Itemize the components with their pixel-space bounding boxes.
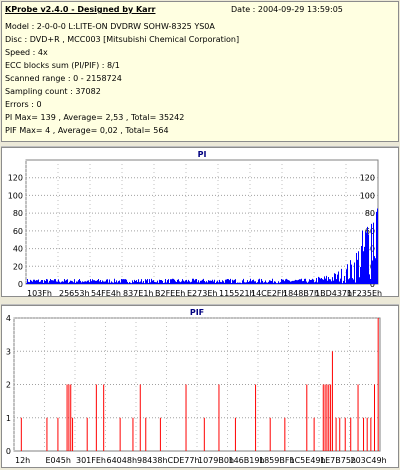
x-tick-label: E273Eh: [187, 289, 217, 296]
x-tick-label: 1C5E49h: [290, 456, 326, 465]
y-tick-label: 80: [13, 209, 23, 218]
divider: [1, 146, 399, 147]
x-tick-label: 837E1h: [123, 289, 153, 296]
app-title: KProbe v2.4.0 - Designed by Karr: [5, 5, 156, 14]
scan-date: Date : 2004-09-29 13:59:05: [231, 5, 343, 14]
y-tick-label: 2: [6, 381, 11, 390]
x-tick-label: 12h: [15, 456, 30, 465]
y-tick-label: 3: [6, 347, 11, 356]
x-tick-label: 1859BFh: [259, 456, 295, 465]
x-tick-label: 54FE4h: [91, 289, 121, 296]
x-tick-label: B2FEEh: [155, 289, 185, 296]
x-tick-label: 25653h: [59, 289, 90, 296]
info-scanned-range: Scanned range : 0 - 2158724: [5, 74, 122, 83]
info-model: Model : 2-0-0-0 L:LITE-ON DVDRW SOHW-832…: [5, 22, 215, 31]
info-disc: Disc : DVD+R , MCC003 [Mitsubishi Chemic…: [5, 35, 240, 44]
x-tick-label: 103Fh: [27, 289, 52, 296]
y-tick-label: 120: [8, 174, 23, 183]
y-tick-label: 0: [6, 447, 11, 456]
info-speed: Speed : 4x: [5, 48, 48, 57]
y-tick-label: 4: [6, 314, 11, 323]
x-tick-label: 1848B7h: [283, 289, 319, 296]
scan-info-panel: KProbe v2.4.0 - Designed by Karr Date : …: [1, 1, 399, 142]
info-sampling-count: Sampling count : 37082: [5, 87, 101, 96]
chart-title: PI: [198, 150, 207, 159]
y-tick-label: 60: [13, 227, 23, 236]
pif-series: [20, 318, 379, 451]
x-tick-label: 14CE2Fh: [251, 289, 287, 296]
x-tick-label: 1E7B75h: [320, 456, 356, 465]
x-tick-label: 301FEh: [76, 456, 106, 465]
y-tick-label-right: 60: [365, 227, 375, 236]
y-tick-label-right: 40: [365, 245, 375, 254]
y-tick-label: 100: [8, 191, 23, 200]
x-tick-label: 1079B0h: [198, 456, 234, 465]
y-tick-label: 0: [18, 280, 23, 289]
pi-series: [26, 208, 378, 284]
x-tick-label: 203C49h: [351, 456, 387, 465]
divider: [1, 304, 399, 305]
plot-area: [25, 159, 379, 285]
x-tick-label: 146B19h: [229, 456, 265, 465]
pi-chart: PI 0 0 20 20 40 40 60 60 80 80 100 100 120 120 103Fh 256…: [8, 150, 382, 298]
x-tick-label: 115521h: [219, 289, 255, 296]
y-tick-label-right: 120: [360, 174, 375, 183]
pi-chart-panel: PI 0 0 20 20 40 40 60 60 80 80 100 100 120 120 103Fh 256…: [1, 147, 399, 298]
y-tick-label-right: 20: [365, 262, 375, 271]
x-tick-label: 98438h: [137, 456, 168, 465]
x-tick-label: 1BD437h: [315, 289, 352, 296]
chart-title: PIF: [190, 308, 204, 317]
x-tick-label: E045h: [46, 456, 71, 465]
y-tick-label: 20: [13, 262, 23, 271]
pif-chart-panel: PIF 0 1 2 3 4 12h E045h 301FEh 64048h 98438h CDE77h…: [1, 305, 399, 468]
info-ecc-blocks: ECC blocks sum (PI/PIF) : 8/1: [5, 61, 120, 70]
info-pi-stats: PI Max= 139 , Average= 2,53 , Total= 352…: [5, 113, 185, 122]
x-tick-label: 64048h: [107, 456, 138, 465]
y-tick-label-right: 80: [365, 209, 375, 218]
info-errors: Errors : 0: [5, 100, 42, 109]
info-pif-stats: PIF Max= 4 , Average= 0,02 , Total= 564: [5, 126, 169, 135]
y-tick-label: 40: [13, 245, 23, 254]
x-tick-label: 1F235Eh: [347, 289, 382, 296]
y-tick-label-right: 100: [360, 191, 375, 200]
y-tick-label-right: 0: [370, 280, 375, 289]
x-tick-label: CDE77h: [168, 456, 200, 465]
pif-chart: PIF 0 1 2 3 4 12h E045h 301FEh 64048h 98438h CDE77h…: [6, 308, 387, 465]
y-tick-label: 1: [6, 414, 11, 423]
